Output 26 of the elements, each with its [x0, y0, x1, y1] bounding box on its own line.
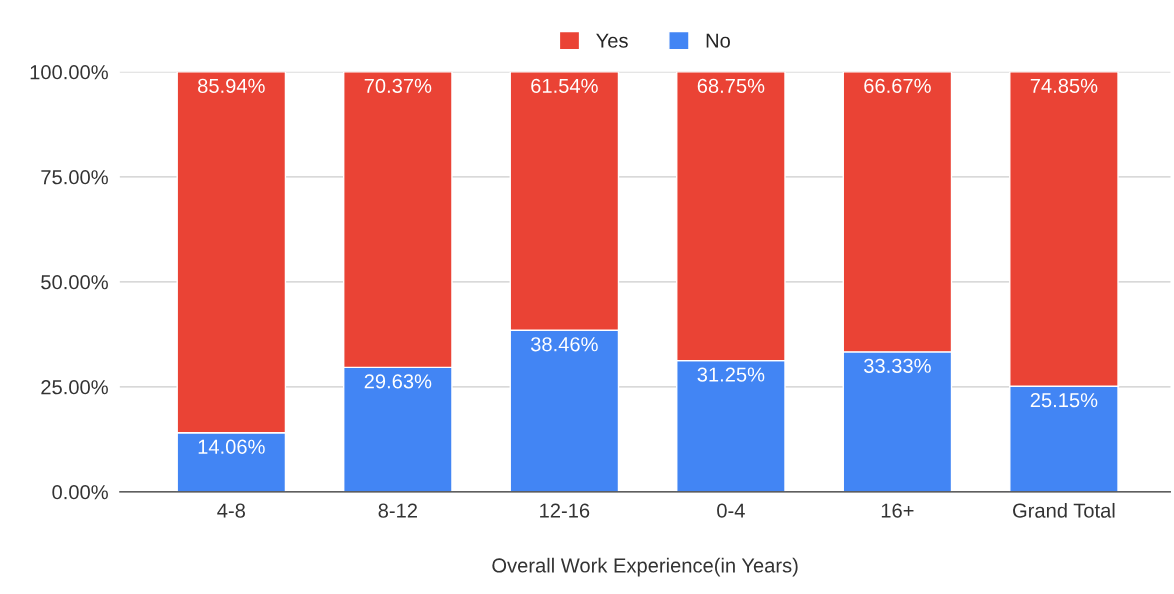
data-label: 29.63% — [364, 374, 432, 389]
data-label: 33.33% — [864, 358, 931, 373]
legend-label: Yes — [596, 33, 628, 48]
data-label: 66.67% — [864, 78, 931, 93]
y-tick-label: 25.00% — [41, 380, 108, 395]
data-label: 25.15% — [1030, 393, 1098, 408]
x-tick-label: 12-16 — [540, 503, 590, 518]
y-tick-label: 100.00% — [30, 65, 108, 80]
data-label: 14.06% — [198, 439, 265, 454]
x-tick-label: Grand Total — [1013, 502, 1115, 518]
data-label: 38.46% — [530, 337, 598, 352]
y-tick-label: 0.00% — [52, 485, 108, 500]
y-tick-label: 75.00% — [41, 170, 108, 185]
x-tick-label: 4-8 — [217, 503, 245, 518]
legend-label: No — [706, 33, 730, 48]
y-tick-label: 50.00% — [41, 275, 108, 290]
data-label: 61.54% — [531, 78, 598, 93]
data-label: 74.85% — [1030, 78, 1098, 93]
data-label: 85.94% — [198, 78, 265, 93]
x-tick-label: 0-4 — [717, 503, 745, 518]
data-label: 31.25% — [697, 367, 765, 382]
x-axis-title: Overall Work Experience(in Years) — [492, 557, 798, 577]
data-label: 70.37% — [364, 78, 432, 93]
x-tick-label: 16+ — [881, 503, 914, 518]
data-label: 68.75% — [697, 78, 765, 93]
x-tick-label: 8-12 — [378, 503, 417, 518]
